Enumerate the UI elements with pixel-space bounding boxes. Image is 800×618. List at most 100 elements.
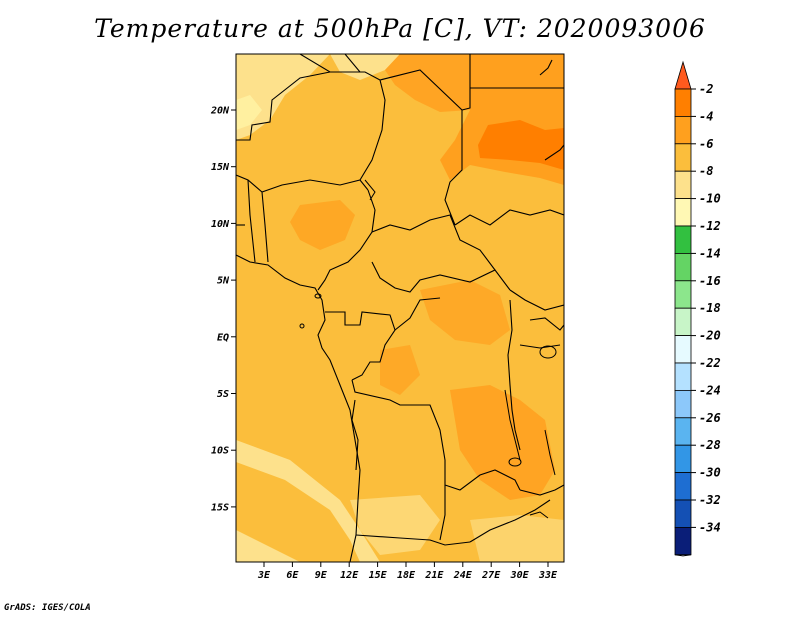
colorbar-swatch	[674, 389, 692, 419]
lat-tick-label: 15S	[211, 502, 229, 513]
border-cameroon	[317, 189, 376, 291]
lake-kariba	[529, 511, 549, 519]
colorbar-swatch	[674, 280, 692, 309]
warm-patch-congo-north	[420, 280, 510, 345]
island-bioko	[314, 293, 322, 299]
country-borders	[236, 54, 564, 562]
lat-tick-label: 15N	[211, 162, 230, 173]
colorbar-swatch	[674, 362, 692, 391]
lat-tick-label: 10S	[211, 446, 229, 457]
border-line	[439, 485, 446, 541]
coastline-west	[236, 254, 361, 562]
colorbar-label: -18	[699, 301, 721, 315]
map-title: Temperature at 500hPa [C], VT: 202009300…	[94, 14, 706, 43]
colorbar-swatch	[674, 170, 692, 199]
lat-tick-label: 10N	[211, 219, 230, 230]
border-sudan-south	[454, 209, 564, 226]
border-line	[461, 54, 471, 111]
lake-mweru	[508, 457, 522, 467]
colorbar-label: -14	[699, 246, 721, 260]
lon-tick-label: 12E	[340, 570, 359, 581]
border-line	[519, 484, 564, 496]
lake-malawi	[544, 429, 556, 476]
border-line	[519, 344, 561, 349]
border-line	[529, 317, 564, 331]
colorbar-bottom-arrow	[674, 554, 692, 557]
colorbar-label: -2	[699, 82, 713, 96]
temperature-map: 20N 15N 10N 5N EQ 5S 10S 15S 3E 6E 9E 12E 15E 18E 21E…	[210, 53, 565, 581]
border-line	[544, 144, 564, 161]
lakes	[299, 179, 557, 519]
colorbar-swatch	[674, 225, 692, 254]
border-line	[247, 179, 256, 263]
colorbar-label: -30	[699, 466, 721, 480]
colorbar-label: -16	[699, 274, 721, 288]
colorbar-label: -34	[699, 520, 721, 534]
colorbar: -2 -4 -6 -8 -10 -12 -14 -16 -18 -20 -22 -24 -26 -28 -3…	[674, 60, 721, 557]
colorbar-swatch	[674, 116, 692, 145]
colorbar-label: -6	[699, 137, 713, 151]
lon-tick-label: 21E	[424, 570, 444, 581]
lon-tick-label: 27E	[481, 570, 501, 581]
colorbar-label: -32	[699, 493, 721, 507]
island-sao-tome	[299, 323, 305, 329]
border-angola-namibia	[355, 534, 471, 546]
lon-tick-label: 6E	[286, 570, 299, 581]
red-sea-coast	[539, 59, 553, 76]
lon-tick-label: 15E	[369, 570, 388, 581]
colorbar-swatch	[674, 198, 692, 227]
cool-region-northwest	[236, 54, 330, 140]
border-line	[261, 191, 269, 263]
lon-tick-label: 33E	[538, 570, 558, 581]
warm-patch-congo-south	[380, 345, 420, 395]
colorbar-swatch	[674, 527, 692, 556]
lake-tanganyika	[504, 389, 521, 461]
colorbar-label: -4	[699, 109, 713, 123]
lon-tick-label: 9E	[315, 570, 328, 581]
lon-tick-label: 24E	[453, 570, 473, 581]
colorbar-swatch	[674, 472, 692, 501]
lat-tick-label: EQ	[217, 332, 229, 343]
colorbar-swatch	[674, 252, 692, 282]
latitude-axis: 20N 15N 10N 5N EQ 5S 10S 15S	[210, 106, 236, 513]
border-niger-nigeria	[236, 174, 369, 193]
colorbar-swatch	[674, 499, 692, 528]
colorbar-label: -24	[699, 383, 721, 397]
colorbar-label: -26	[699, 411, 721, 425]
lake-chad	[364, 179, 376, 201]
colorbar-label: -10	[699, 192, 721, 206]
colorbar-top-arrow	[674, 60, 692, 90]
lake-victoria	[539, 345, 557, 359]
border-gabon-congo	[325, 311, 396, 381]
border-car-south	[371, 261, 511, 293]
map-frame	[235, 53, 565, 563]
cool-corner-southwest	[236, 545, 280, 562]
border-line	[351, 399, 359, 471]
border-algeria-niger	[299, 54, 386, 181]
colorbar-label: -12	[699, 219, 721, 233]
border-line	[344, 54, 361, 73]
colorbar-label: -8	[699, 164, 713, 178]
lat-tick-label: 5S	[217, 389, 229, 400]
border-drc-east	[507, 299, 521, 451]
colorbar-label: -20	[699, 329, 721, 343]
colorbar-label: -28	[699, 438, 721, 452]
warm-patch-east-africa	[450, 385, 555, 500]
border-line	[509, 289, 564, 311]
longitude-axis: 3E 6E 9E 12E 15E 18E 21E 24E 27E 30E 33E	[257, 562, 558, 581]
lon-tick-label: 30E	[510, 570, 530, 581]
border-line	[469, 499, 551, 543]
colorbar-swatch	[674, 88, 692, 117]
cool-region-north	[330, 54, 400, 80]
warmest-region-sudan	[478, 120, 564, 170]
colorbar-swatch	[674, 444, 692, 474]
colorbar-swatch	[674, 417, 692, 446]
lon-tick-label: 3E	[257, 570, 271, 581]
cool-patch-southeast	[470, 515, 564, 562]
grads-credit: GrADS: IGES/COLA	[4, 603, 91, 613]
warm-patch-nigeria	[290, 200, 355, 250]
border-line	[394, 297, 441, 331]
mid-band-southwest	[236, 462, 360, 562]
